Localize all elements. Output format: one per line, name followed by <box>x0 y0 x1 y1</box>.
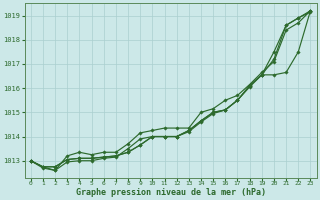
X-axis label: Graphe pression niveau de la mer (hPa): Graphe pression niveau de la mer (hPa) <box>76 188 266 197</box>
